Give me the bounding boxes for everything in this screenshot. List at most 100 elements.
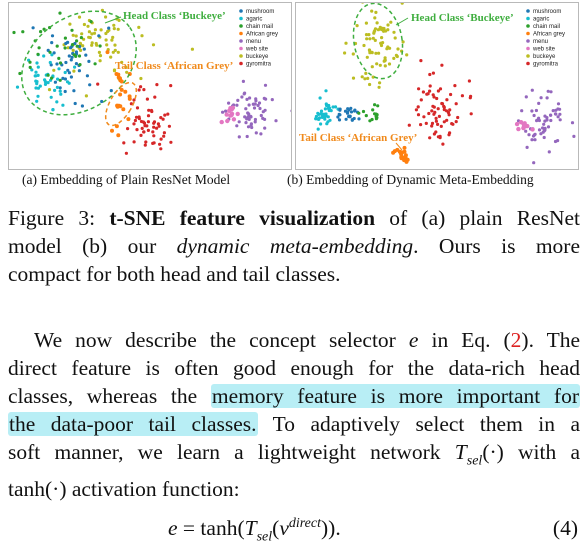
- point-agaric: [324, 89, 328, 93]
- point-gyromitra: [430, 109, 434, 113]
- point-gyromitra: [144, 140, 148, 144]
- point-buckeye: [392, 30, 396, 34]
- figure-caption: Figure 3: t-SNE feature visualization of…: [8, 204, 580, 288]
- legend-label: buckeye: [533, 54, 556, 60]
- point-mushroom: [80, 104, 84, 108]
- caption-bold-title: t-SNE feature visualization: [109, 206, 376, 230]
- point-agaric: [325, 103, 329, 108]
- point-menu: [541, 126, 545, 130]
- point-gyromitra: [129, 102, 133, 106]
- point-gyromitra: [445, 98, 449, 102]
- point-agaric: [316, 111, 320, 115]
- point-agaric: [319, 109, 324, 113]
- legend-marker: [239, 39, 243, 43]
- point-gyromitra: [152, 134, 156, 138]
- point-menu: [549, 118, 553, 123]
- point-buckeye: [137, 25, 141, 29]
- point-chain-mail: [21, 30, 25, 34]
- point-menu: [249, 123, 253, 127]
- point-menu: [251, 102, 255, 106]
- point-buckeye: [68, 22, 72, 26]
- legend-label: menu: [533, 39, 548, 45]
- point-menu: [246, 125, 251, 129]
- legend-marker: [526, 31, 530, 36]
- caption-text: compact for both head and tail classes.: [8, 262, 341, 286]
- legend-label: African grey: [533, 32, 565, 38]
- point-menu: [527, 133, 531, 137]
- point-chain-mail: [58, 78, 62, 82]
- head-annotation-label: Head Class ‘Buckeye’: [123, 10, 226, 22]
- point-gyromitra: [137, 88, 141, 92]
- point-agaric: [323, 117, 327, 121]
- point-gyromitra: [158, 142, 162, 146]
- point-buckeye: [392, 56, 396, 61]
- point-buckeye: [343, 51, 347, 55]
- head-class-ellipse: [352, 3, 404, 80]
- point-mushroom: [349, 106, 353, 110]
- point-agaric: [323, 115, 327, 119]
- point-buckeye: [386, 23, 390, 27]
- legend-label: menu: [246, 39, 261, 45]
- math-subscript: sel: [466, 453, 483, 469]
- point-african-grey: [116, 133, 121, 138]
- point-buckeye: [374, 51, 378, 55]
- tail-annotation-arrow: [395, 142, 403, 151]
- point-web-site: [231, 117, 237, 122]
- point-mushroom: [73, 41, 77, 46]
- point-buckeye: [360, 75, 364, 79]
- point-gyromitra: [132, 122, 136, 126]
- point-buckeye: [95, 43, 99, 47]
- point-gyromitra: [132, 140, 136, 144]
- point-chain-mail: [370, 117, 374, 122]
- point-agaric: [34, 86, 38, 90]
- point-gyromitra: [135, 128, 139, 132]
- point-buckeye: [364, 71, 368, 75]
- point-agaric: [318, 96, 322, 100]
- point-mushroom: [69, 75, 73, 79]
- point-agaric: [53, 88, 57, 92]
- point-agaric: [36, 65, 40, 69]
- point-buckeye: [355, 24, 359, 28]
- highlighted-text: memory feature is more important for: [210, 384, 580, 408]
- point-buckeye: [368, 51, 372, 55]
- point-gyromitra: [434, 116, 438, 120]
- point-buckeye: [364, 21, 368, 25]
- point-gyromitra: [430, 124, 434, 128]
- point-gyromitra: [453, 84, 457, 88]
- point-gyromitra: [416, 105, 420, 109]
- point-chain-mail: [77, 54, 82, 58]
- point-mushroom: [77, 69, 81, 73]
- point-agaric: [324, 112, 328, 116]
- point-gyromitra: [162, 134, 166, 138]
- point-buckeye: [400, 3, 404, 5]
- point-buckeye: [116, 50, 120, 54]
- point-buckeye: [373, 38, 377, 43]
- point-menu: [244, 121, 248, 125]
- point-gyromitra: [149, 108, 154, 113]
- point-menu: [543, 126, 547, 130]
- equation-reference-link[interactable]: 2: [510, 328, 522, 352]
- point-menu: [546, 125, 551, 129]
- point-menu: [227, 101, 231, 105]
- point-gyromitra: [146, 120, 150, 124]
- point-gyromitra: [460, 94, 464, 98]
- point-mushroom: [31, 26, 35, 30]
- tsne-plot-meta-embedding: Head Class ‘Buckeye’ Tail Class ‘African…: [295, 2, 579, 170]
- point-buckeye: [112, 69, 117, 73]
- math-variable: T: [454, 440, 467, 464]
- point-buckeye: [124, 65, 128, 69]
- point-mushroom: [63, 89, 67, 94]
- point-mushroom: [67, 71, 71, 75]
- point-gyromitra: [151, 130, 155, 134]
- point-buckeye: [140, 34, 144, 38]
- point-buckeye: [82, 37, 86, 41]
- point-menu: [530, 88, 534, 92]
- paragraph-text: classes, whereas the: [8, 384, 198, 408]
- point-gyromitra: [135, 106, 140, 110]
- point-mushroom: [72, 89, 76, 93]
- point-menu: [547, 150, 551, 154]
- point-agaric: [58, 89, 62, 93]
- point-menu: [558, 118, 562, 122]
- point-agaric: [48, 60, 52, 65]
